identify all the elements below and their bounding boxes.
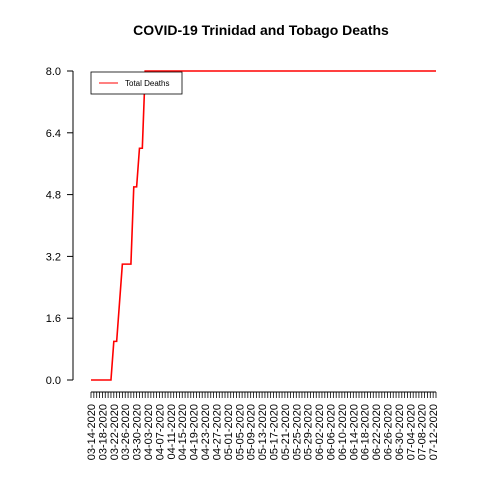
x-tick-label: 04-07-2020 <box>154 404 166 460</box>
x-tick-label: 06-10-2020 <box>337 404 349 460</box>
x-tick-label: 06-18-2020 <box>360 404 372 460</box>
x-tick-label: 03-18-2020 <box>97 404 109 460</box>
x-tick-label: 04-03-2020 <box>143 404 155 460</box>
x-tick-label: 06-14-2020 <box>348 404 360 460</box>
x-tick-label: 04-27-2020 <box>211 404 223 460</box>
x-tick-label: 04-23-2020 <box>200 404 212 460</box>
x-tick-label: 05-13-2020 <box>257 404 269 460</box>
x-tick-label: 06-06-2020 <box>326 404 338 460</box>
x-tick-label: 05-21-2020 <box>280 404 292 460</box>
x-tick-label: 07-04-2020 <box>405 404 417 460</box>
chart-title: COVID-19 Trinidad and Tobago Deaths <box>133 22 389 38</box>
x-tick-label: 04-15-2020 <box>177 404 189 460</box>
x-axis: 03-14-2020 03-18-2020 03-22-2020 03-26-2020… <box>86 391 440 460</box>
x-tick-label: 05-01-2020 <box>223 404 235 460</box>
x-tick-label: 05-29-2020 <box>303 404 315 460</box>
x-tick-label: 05-05-2020 <box>234 404 246 460</box>
x-tick-label: 04-11-2020 <box>166 404 178 459</box>
y-tick-label: 8.0 <box>46 66 61 78</box>
x-tick-label: 06-22-2020 <box>371 404 383 460</box>
legend-box <box>90 71 183 95</box>
y-tick-label: 6.4 <box>46 128 61 140</box>
x-tick-label: 07-12-2020 <box>428 404 440 460</box>
legend: Total Deaths <box>90 71 183 95</box>
x-tick-label: 05-17-2020 <box>268 404 280 460</box>
y-tick-label: 4.8 <box>46 190 61 202</box>
x-tick-label: 07-08-2020 <box>417 404 429 460</box>
y-axis: 0.0 1.6 3.2 4.8 6.4 8.0 <box>46 66 74 387</box>
x-tick-label: 04-19-2020 <box>189 404 201 460</box>
x-tick-label: 03-26-2020 <box>120 404 132 460</box>
x-tick-label: 05-25-2020 <box>291 404 303 460</box>
y-tick-label: 1.6 <box>46 313 61 325</box>
x-tick-label: 06-30-2020 <box>394 404 406 460</box>
y-tick-label: 0.0 <box>46 375 61 387</box>
x-tick-label: 03-22-2020 <box>109 404 121 460</box>
plot-area <box>91 70 436 381</box>
legend-label: Total Deaths <box>125 79 169 88</box>
x-tick-label: 05-09-2020 <box>246 404 258 460</box>
x-tick-label: 06-02-2020 <box>314 404 326 460</box>
x-tick-label: 03-30-2020 <box>132 404 144 460</box>
y-tick-label: 3.2 <box>46 251 61 263</box>
series-line-total-deaths <box>91 70 436 381</box>
x-tick-label: 06-26-2020 <box>383 404 395 460</box>
x-tick-label: 03-14-2020 <box>86 404 98 460</box>
